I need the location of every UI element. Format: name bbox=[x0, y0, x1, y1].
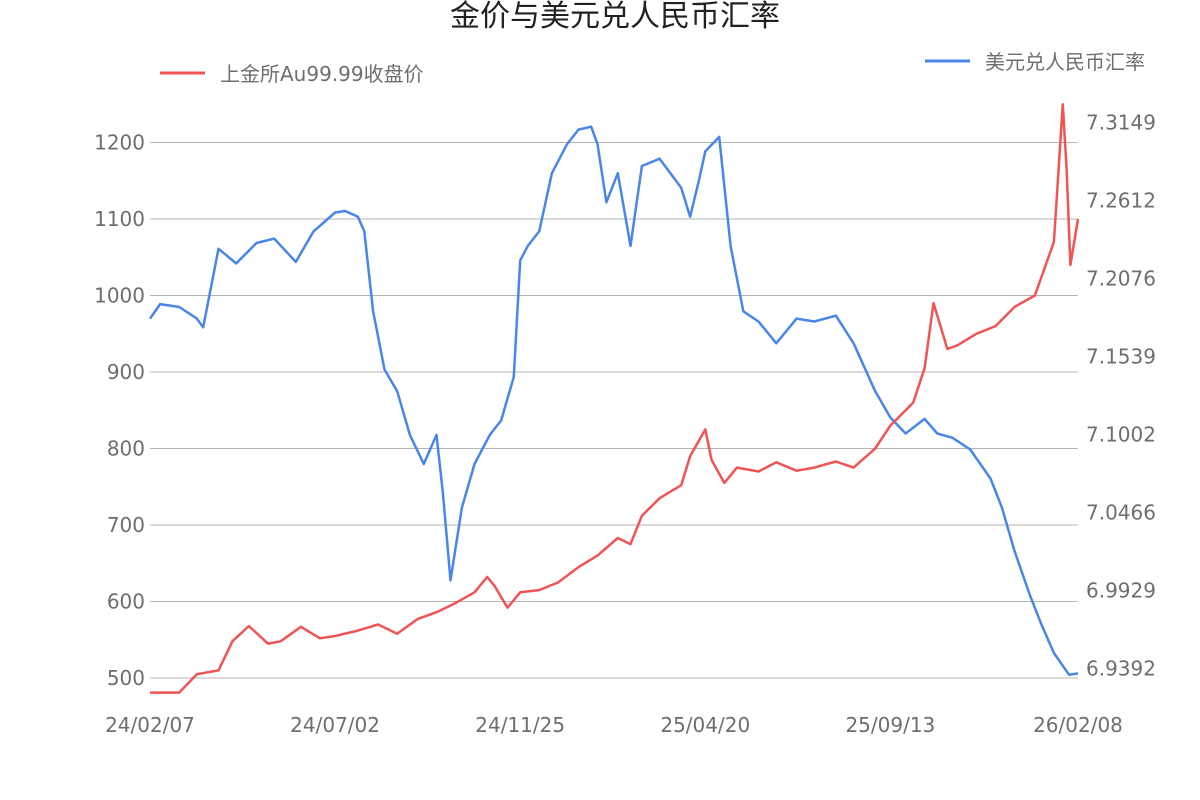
y-right-tick-label: 7.2612 bbox=[1086, 189, 1156, 213]
x-tick-label: 25/09/13 bbox=[845, 713, 935, 737]
y-left-tick-label: 1200 bbox=[94, 130, 145, 154]
y-right-tick-label: 7.1002 bbox=[1086, 423, 1156, 447]
y-right-tick-label: 7.2076 bbox=[1086, 266, 1156, 290]
y-left-tick-label: 900 bbox=[107, 360, 145, 384]
y-left-tick-label: 1100 bbox=[94, 207, 145, 231]
left-axis: 500 600 700 800 900 1000 1100 1200 bbox=[94, 130, 145, 690]
series-lines bbox=[148, 102, 1080, 694]
legend-left: 上金所Au99.99收盘价 bbox=[160, 62, 424, 86]
x-tick-label: 24/07/02 bbox=[290, 713, 380, 737]
x-axis: 24/02/07 24/07/02 24/11/25 25/04/20 25/09/13… bbox=[105, 713, 1123, 737]
x-tick-label: 26/02/08 bbox=[1033, 713, 1123, 737]
right-axis: 6.9392 6.9929 7.0466 7.1002 7.1539 7.2076 7.26… bbox=[1086, 110, 1156, 680]
chart-title: 金价与美元兑人民币汇率 bbox=[450, 0, 780, 34]
y-right-tick-label: 7.1539 bbox=[1086, 345, 1156, 369]
y-left-tick-label: 1000 bbox=[94, 283, 145, 307]
legend-label-usdcny: 美元兑人民币汇率 bbox=[985, 50, 1145, 74]
x-tick-label: 25/04/20 bbox=[660, 713, 750, 737]
y-right-tick-label: 6.9929 bbox=[1086, 579, 1156, 603]
y-right-tick-label: 7.3149 bbox=[1086, 110, 1156, 134]
series-line-usdcny bbox=[148, 125, 1079, 677]
x-tick-label: 24/02/07 bbox=[105, 713, 195, 737]
y-left-tick-label: 500 bbox=[107, 666, 145, 690]
series-line-gold bbox=[150, 102, 1080, 694]
grid-lines bbox=[150, 141, 1078, 679]
y-left-tick-label: 800 bbox=[107, 437, 145, 461]
legend-label-gold: 上金所Au99.99收盘价 bbox=[220, 62, 424, 86]
x-tick-label: 24/11/25 bbox=[475, 713, 565, 737]
legend-right: 美元兑人民币汇率 bbox=[925, 50, 1145, 74]
y-right-tick-label: 7.0466 bbox=[1086, 501, 1156, 525]
y-right-tick-label: 6.9392 bbox=[1086, 657, 1156, 681]
y-left-tick-label: 700 bbox=[107, 513, 145, 537]
y-left-tick-label: 600 bbox=[107, 590, 145, 614]
